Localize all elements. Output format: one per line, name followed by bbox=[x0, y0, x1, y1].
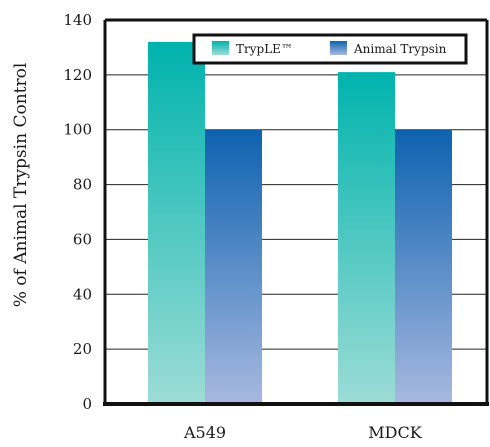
legend-label-tryple: TrypLE™ bbox=[236, 42, 293, 56]
y-tick-label: 40 bbox=[73, 285, 92, 303]
bar-mdck-series-1 bbox=[395, 129, 452, 404]
y-tick-label: 100 bbox=[63, 121, 92, 139]
y-axis-label: % of Animal Trypsin Control bbox=[11, 63, 31, 308]
axes bbox=[103, 18, 489, 406]
y-tick-label: 80 bbox=[73, 176, 92, 194]
y-tick-label: 120 bbox=[63, 66, 92, 84]
legend-swatch-tryple bbox=[212, 41, 229, 55]
legend-swatch-animal-trypsin bbox=[330, 41, 347, 55]
x-category-label: MDCK bbox=[368, 423, 422, 442]
y-tick-label: 60 bbox=[73, 230, 92, 248]
bars bbox=[148, 41, 452, 404]
x-category-label: A549 bbox=[183, 423, 226, 442]
category-labels: A549 MDCK bbox=[183, 423, 423, 442]
legend: TrypLE™ Animal Trypsin bbox=[192, 33, 468, 65]
bar-a549-series-1 bbox=[205, 129, 262, 404]
bar-a549-series-0 bbox=[148, 41, 205, 404]
y-tick-label: 20 bbox=[73, 340, 92, 358]
bar-mdck-series-0 bbox=[338, 72, 395, 404]
legend-label-animal-trypsin: Animal Trypsin bbox=[353, 42, 447, 56]
y-tick-label: 0 bbox=[82, 395, 92, 413]
y-tick-label: 140 bbox=[63, 11, 92, 29]
y-tick-labels: 0 20 40 60 80 100 120 140 bbox=[63, 11, 92, 413]
